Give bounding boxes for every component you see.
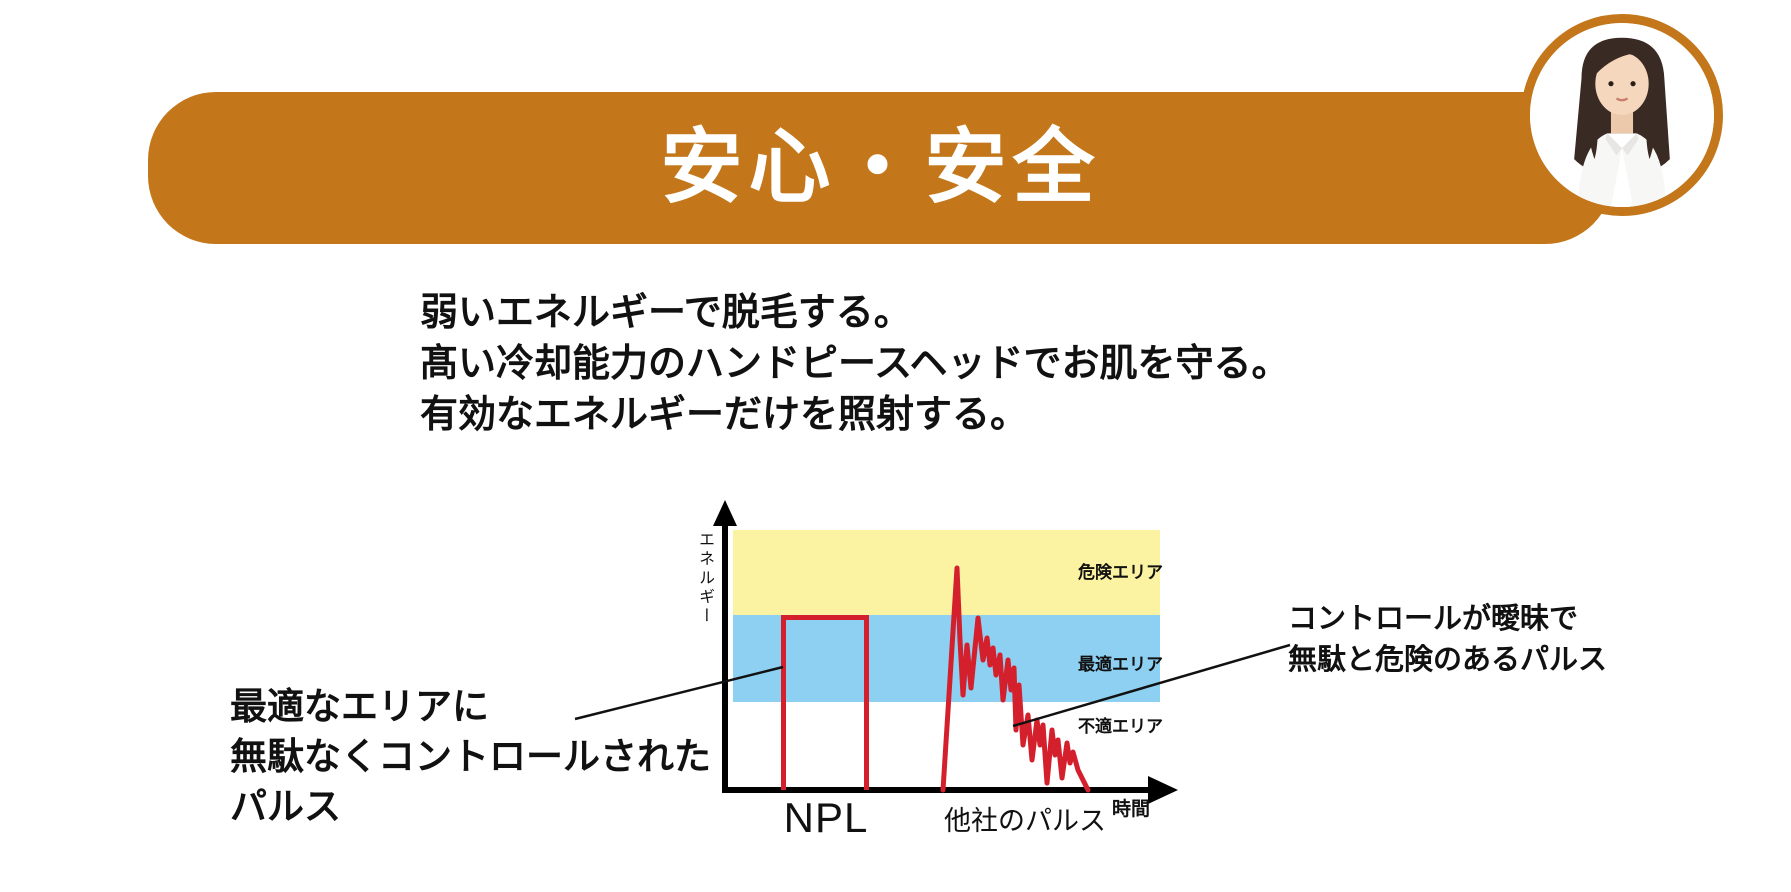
danger-zone-band [733, 530, 1160, 615]
header-banner: 安心・安全 [148, 92, 1613, 244]
npl-rectangular-pulse [781, 615, 869, 790]
y-axis-arrow-icon [713, 500, 737, 526]
competitor-annotation-line-2: 無駄と危険のあるパルス [1288, 644, 1608, 676]
intro-line-3: 有効なエネルギーだけを照射する。 [420, 394, 1029, 436]
x-axis [722, 787, 1150, 793]
doctor-portrait-illustration [1530, 23, 1714, 207]
npl-annotation-line-3: パルス [230, 786, 341, 827]
intro-line-1: 弱いエネルギーで脱毛する。 [420, 292, 912, 334]
y-axis-label: エネルギー [696, 531, 713, 626]
npl-annotation-text: 最適なエリアに 無駄なくコントロールされた パルス [230, 682, 711, 832]
page-title: 安心・安全 [660, 122, 1101, 213]
intro-line-2: 髙い冷却能力のハンドピースヘッドでお肌を守る。 [420, 343, 1290, 385]
x-axis-label: 時間 [1112, 799, 1151, 820]
npl-annotation-line-2: 無駄なくコントロールされた [230, 736, 711, 777]
avatar [1521, 14, 1723, 216]
npl-annotation-line-1: 最適なエリアに [230, 686, 489, 727]
competitor-annotation-line-1: コントロールが曖昧で [1288, 603, 1579, 635]
npl-label: NPL [783, 794, 869, 841]
intro-text: 弱いエネルギーで脱毛する。 髙い冷却能力のハンドピースヘッドでお肌を守る。 有効… [420, 288, 1289, 441]
other-pulse-label: 他社のパルス [944, 806, 1106, 836]
y-axis [722, 522, 728, 793]
x-axis-arrow-icon [1148, 776, 1178, 804]
competitor-jagged-pulse [940, 565, 1091, 793]
danger-zone-label: 危険エリア [1078, 563, 1163, 582]
competitor-annotation-text: コントロールが曖昧で 無駄と危険のあるパルス [1288, 599, 1607, 681]
